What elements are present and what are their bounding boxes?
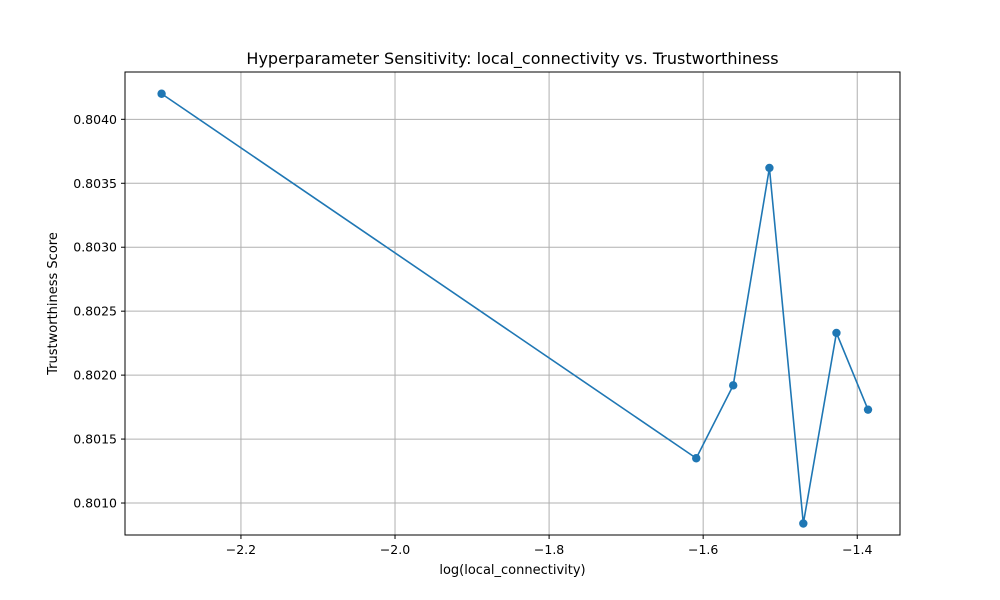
y-tick-label: 0.8010 (73, 496, 117, 511)
y-tick-label: 0.8040 (73, 112, 117, 127)
grid (125, 72, 900, 535)
x-tick-label: −1.6 (688, 542, 718, 557)
chart-title: Hyperparameter Sensitivity: local_connec… (246, 49, 778, 69)
x-tick-label: −2.0 (380, 542, 410, 557)
x-tick-label: −1.8 (534, 542, 564, 557)
y-axis: 0.8010 0.8015 0.8020 0.8025 0.8030 0.8035 0.80… (73, 112, 125, 511)
y-tick-label: 0.8020 (73, 368, 117, 383)
y-axis-label: Trustworthiness Score (46, 232, 61, 376)
series-group (157, 89, 873, 528)
data-point (799, 519, 808, 528)
y-tick-label: 0.8025 (73, 304, 117, 319)
y-tick-label: 0.8015 (73, 432, 117, 447)
x-axis-label: log(local_connectivity) (439, 563, 585, 578)
data-point (765, 163, 774, 173)
data-point (157, 89, 166, 98)
data-point (692, 454, 701, 463)
y-tick-label: 0.8030 (73, 240, 117, 255)
series-line (161, 93, 869, 524)
x-axis: −2.2 −2.0 −1.8 −1.6 −1.4 (226, 535, 872, 557)
x-tick-label: −1.4 (842, 542, 872, 557)
data-point (863, 405, 873, 414)
data-point (832, 328, 841, 338)
data-point (729, 381, 738, 390)
x-tick-label: −2.2 (226, 542, 256, 557)
y-tick-label: 0.8035 (73, 176, 117, 191)
plot-frame (124, 71, 901, 536)
